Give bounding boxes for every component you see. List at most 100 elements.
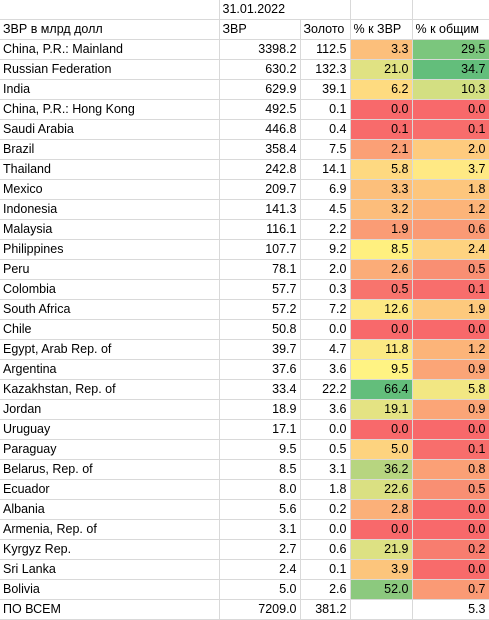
pct-zvr-cell[interactable]: 9.5 [350, 359, 413, 380]
country-cell[interactable]: Sri Lanka [0, 559, 220, 580]
zvr-cell[interactable]: 629.9 [219, 79, 301, 100]
pct-total-cell[interactable]: 0.0 [412, 419, 489, 440]
pct-total-cell[interactable]: 0.0 [412, 499, 489, 520]
pct-zvr-cell[interactable]: 36.2 [350, 459, 413, 480]
total-pct-zvr[interactable] [350, 599, 413, 620]
country-cell[interactable]: Albania [0, 499, 220, 520]
pct-total-cell[interactable]: 10.3 [412, 79, 489, 100]
pct-zvr-cell[interactable]: 52.0 [350, 579, 413, 600]
pct-zvr-cell[interactable]: 2.6 [350, 259, 413, 280]
gold-cell[interactable]: 7.2 [300, 299, 351, 320]
country-cell[interactable]: Argentina [0, 359, 220, 380]
zvr-cell[interactable]: 18.9 [219, 399, 301, 420]
pct-zvr-cell[interactable]: 0.1 [350, 119, 413, 140]
pct-total-cell[interactable]: 5.8 [412, 379, 489, 400]
zvr-cell[interactable]: 242.8 [219, 159, 301, 180]
date-cell[interactable]: 31.01.2022 [219, 0, 351, 20]
gold-cell[interactable]: 132.3 [300, 59, 351, 80]
zvr-cell[interactable]: 17.1 [219, 419, 301, 440]
gold-cell[interactable]: 0.1 [300, 99, 351, 120]
header-gold[interactable]: Золото [300, 19, 351, 40]
pct-total-cell[interactable]: 0.1 [412, 279, 489, 300]
country-cell[interactable]: Chile [0, 319, 220, 340]
country-cell[interactable]: Colombia [0, 279, 220, 300]
gold-cell[interactable]: 0.6 [300, 539, 351, 560]
pct-zvr-cell[interactable]: 6.2 [350, 79, 413, 100]
zvr-cell[interactable]: 57.2 [219, 299, 301, 320]
country-cell[interactable]: Thailand [0, 159, 220, 180]
pct-total-cell[interactable]: 0.0 [412, 519, 489, 540]
country-cell[interactable]: Philippines [0, 239, 220, 260]
zvr-cell[interactable]: 2.4 [219, 559, 301, 580]
pct-zvr-cell[interactable]: 0.0 [350, 319, 413, 340]
zvr-cell[interactable]: 446.8 [219, 119, 301, 140]
gold-cell[interactable]: 0.1 [300, 559, 351, 580]
country-cell[interactable]: Bolivia [0, 579, 220, 600]
country-cell[interactable]: Saudi Arabia [0, 119, 220, 140]
pct-total-cell[interactable]: 0.1 [412, 439, 489, 460]
total-gold[interactable]: 381.2 [300, 599, 351, 620]
pct-total-cell[interactable]: 2.0 [412, 139, 489, 160]
gold-cell[interactable]: 6.9 [300, 179, 351, 200]
pct-zvr-cell[interactable]: 3.3 [350, 39, 413, 60]
gold-cell[interactable]: 0.4 [300, 119, 351, 140]
pct-total-cell[interactable]: 0.5 [412, 479, 489, 500]
pct-zvr-cell[interactable]: 11.8 [350, 339, 413, 360]
zvr-cell[interactable]: 209.7 [219, 179, 301, 200]
pct-total-cell[interactable]: 34.7 [412, 59, 489, 80]
gold-cell[interactable]: 0.3 [300, 279, 351, 300]
pct-total-cell[interactable]: 2.4 [412, 239, 489, 260]
pct-zvr-cell[interactable]: 5.8 [350, 159, 413, 180]
country-cell[interactable]: Kazakhstan, Rep. of [0, 379, 220, 400]
country-cell[interactable]: Russian Federation [0, 59, 220, 80]
zvr-cell[interactable]: 78.1 [219, 259, 301, 280]
zvr-cell[interactable]: 3.1 [219, 519, 301, 540]
country-cell[interactable]: Armenia, Rep. of [0, 519, 220, 540]
gold-cell[interactable]: 22.2 [300, 379, 351, 400]
pct-zvr-cell[interactable]: 3.9 [350, 559, 413, 580]
gold-cell[interactable]: 0.0 [300, 419, 351, 440]
country-cell[interactable]: Paraguay [0, 439, 220, 460]
pct-zvr-cell[interactable]: 3.2 [350, 199, 413, 220]
pct-total-cell[interactable]: 0.5 [412, 259, 489, 280]
pct-zvr-cell[interactable]: 0.0 [350, 519, 413, 540]
pct-total-cell[interactable]: 0.7 [412, 579, 489, 600]
pct-zvr-cell[interactable]: 12.6 [350, 299, 413, 320]
pct-zvr-cell[interactable]: 0.0 [350, 99, 413, 120]
gold-cell[interactable]: 0.0 [300, 319, 351, 340]
zvr-cell[interactable]: 3398.2 [219, 39, 301, 60]
country-cell[interactable]: India [0, 79, 220, 100]
zvr-cell[interactable]: 492.5 [219, 99, 301, 120]
gold-cell[interactable]: 3.1 [300, 459, 351, 480]
pct-zvr-cell[interactable]: 1.9 [350, 219, 413, 240]
pct-total-cell[interactable]: 3.7 [412, 159, 489, 180]
country-cell[interactable]: Malaysia [0, 219, 220, 240]
zvr-cell[interactable]: 2.7 [219, 539, 301, 560]
gold-cell[interactable]: 4.5 [300, 199, 351, 220]
zvr-cell[interactable]: 116.1 [219, 219, 301, 240]
pct-zvr-cell[interactable]: 22.6 [350, 479, 413, 500]
header-pct-zvr[interactable]: % к ЗВР [350, 19, 413, 40]
pct-total-cell[interactable]: 0.9 [412, 359, 489, 380]
pct-total-cell[interactable]: 0.1 [412, 119, 489, 140]
pct-total-cell[interactable]: 0.6 [412, 219, 489, 240]
zvr-cell[interactable]: 630.2 [219, 59, 301, 80]
zvr-cell[interactable]: 57.7 [219, 279, 301, 300]
country-cell[interactable]: China, P.R.: Hong Kong [0, 99, 220, 120]
pct-zvr-cell[interactable]: 66.4 [350, 379, 413, 400]
pct-zvr-cell[interactable]: 0.5 [350, 279, 413, 300]
zvr-cell[interactable]: 5.0 [219, 579, 301, 600]
zvr-cell[interactable]: 33.4 [219, 379, 301, 400]
gold-cell[interactable]: 7.5 [300, 139, 351, 160]
country-cell[interactable]: Brazil [0, 139, 220, 160]
gold-cell[interactable]: 2.6 [300, 579, 351, 600]
gold-cell[interactable]: 3.6 [300, 359, 351, 380]
gold-cell[interactable]: 112.5 [300, 39, 351, 60]
pct-zvr-cell[interactable]: 21.0 [350, 59, 413, 80]
zvr-cell[interactable]: 9.5 [219, 439, 301, 460]
pct-total-cell[interactable]: 1.8 [412, 179, 489, 200]
country-cell[interactable]: South Africa [0, 299, 220, 320]
gold-cell[interactable]: 39.1 [300, 79, 351, 100]
country-cell[interactable]: Kyrgyz Rep. [0, 539, 220, 560]
pct-total-cell[interactable]: 0.8 [412, 459, 489, 480]
